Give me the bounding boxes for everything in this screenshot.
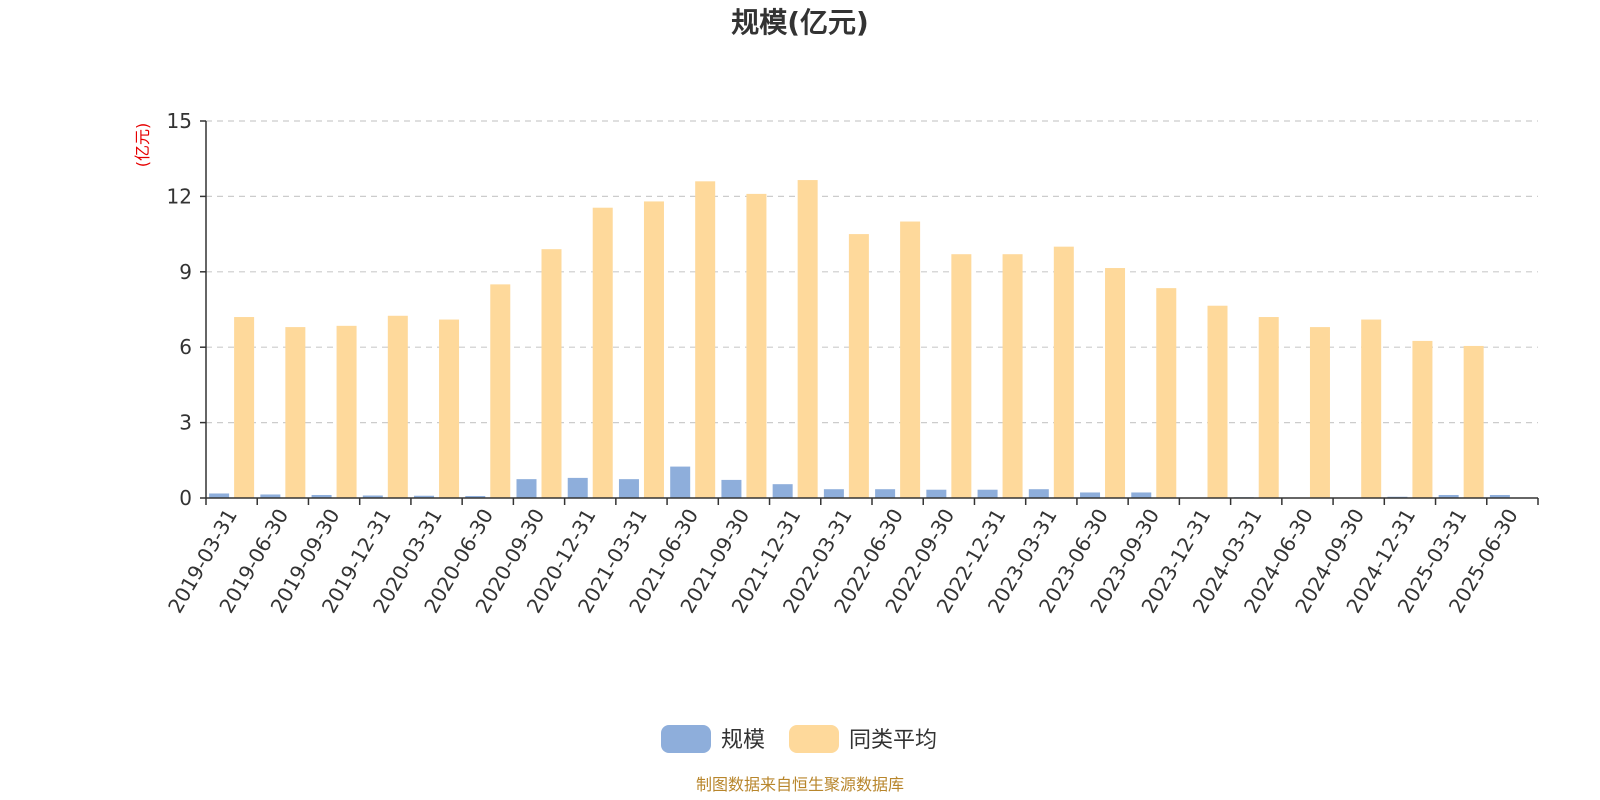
bar-scale-2023-09-30 — [1131, 492, 1152, 498]
bar-scale-2020-06-30 — [465, 495, 486, 498]
bar-scale-2022-03-31 — [823, 489, 844, 498]
bar-peer-avg-2023-12-31 — [1207, 305, 1228, 498]
bar-scale-2021-06-30 — [670, 466, 691, 498]
bar-peer-avg-2021-06-30 — [695, 181, 716, 498]
bar-peer-avg-2021-03-31 — [643, 201, 664, 498]
bar-scale-2019-09-30 — [311, 494, 332, 498]
bar-peer-avg-2020-03-31 — [439, 319, 460, 498]
bar-scale-2025-06-30 — [1489, 494, 1510, 498]
bar-scale-2025-03-31 — [1438, 494, 1459, 498]
legend-swatch — [789, 725, 839, 753]
bar-peer-avg-2021-12-31 — [797, 180, 818, 498]
bar-scale-2021-12-31 — [772, 484, 793, 498]
y-tick-label: 9 — [179, 260, 192, 284]
bar-peer-avg-2023-06-30 — [1105, 268, 1126, 498]
bar-scale-2022-09-30 — [926, 489, 947, 498]
bar-scale-2023-06-30 — [1080, 492, 1101, 498]
bar-peer-avg-2020-09-30 — [541, 249, 562, 498]
bar-scale-2021-03-31 — [618, 479, 639, 498]
axes — [205, 121, 1539, 505]
bar-peer-avg-2020-06-30 — [490, 284, 511, 498]
y-tick-labels: 0 3 6 9 12 15 — [167, 109, 206, 510]
bar-peer-avg-2023-03-31 — [1053, 246, 1074, 498]
legend-label: 规模 — [721, 728, 765, 753]
bar-peer-avg-2022-06-30 — [900, 221, 921, 499]
legend-swatch — [661, 725, 711, 753]
grid-lines — [206, 120, 1538, 424]
bar-peer-avg-2025-03-31 — [1463, 345, 1484, 498]
bar-peer-avg-2022-03-31 — [848, 234, 869, 498]
data-source-note: 制图数据来自恒生聚源数据库 — [696, 775, 904, 794]
bar-peer-avg-2024-12-31 — [1412, 340, 1433, 498]
bar-scale-2019-06-30 — [260, 494, 281, 498]
y-tick-label: 15 — [167, 109, 192, 133]
bar-scale-2019-12-31 — [362, 495, 383, 498]
legend: 规模 同类平均 — [661, 725, 937, 753]
bar-peer-avg-2019-06-30 — [285, 327, 306, 498]
bar-peer-avg-2024-03-31 — [1258, 317, 1279, 498]
bar-peer-avg-2022-12-31 — [1002, 254, 1023, 498]
chart-title: 规模(亿元) — [731, 6, 869, 39]
bar-peer-avg-2021-09-30 — [746, 193, 767, 499]
bar-scale-2020-03-31 — [414, 495, 435, 498]
bar-scale-2021-09-30 — [721, 479, 742, 498]
bar-peer-avg-2023-09-30 — [1156, 288, 1177, 498]
bar-peer-avg-2020-12-31 — [592, 207, 613, 498]
bar-peer-avg-2019-12-31 — [387, 315, 408, 498]
bar-peer-avg-2019-03-31 — [234, 317, 255, 498]
bar-scale-2020-12-31 — [567, 477, 588, 498]
x-tick-labels: 2019-03-312019-06-302019-09-302019-12-31… — [163, 505, 1523, 618]
bar-scale-2023-03-31 — [1028, 489, 1049, 498]
bar-peer-avg-2022-09-30 — [951, 254, 972, 498]
y-tick-label: 12 — [167, 184, 192, 208]
bar-peer-avg-2024-06-30 — [1309, 327, 1330, 498]
bar-scale-2020-09-30 — [516, 479, 537, 498]
bar-peer-avg-2024-09-30 — [1361, 319, 1382, 498]
bar-scale-2022-06-30 — [875, 489, 896, 498]
bars — [209, 180, 1510, 499]
y-axis-unit-label: (亿元) — [133, 123, 152, 168]
bar-peer-avg-2019-09-30 — [336, 325, 357, 498]
y-tick-label: 0 — [179, 486, 192, 510]
y-tick-label: 6 — [179, 335, 192, 359]
bar-scale-2022-12-31 — [977, 489, 998, 498]
y-tick-label: 3 — [179, 411, 192, 435]
bar-scale-2019-03-31 — [209, 493, 230, 498]
legend-label: 同类平均 — [849, 728, 937, 753]
